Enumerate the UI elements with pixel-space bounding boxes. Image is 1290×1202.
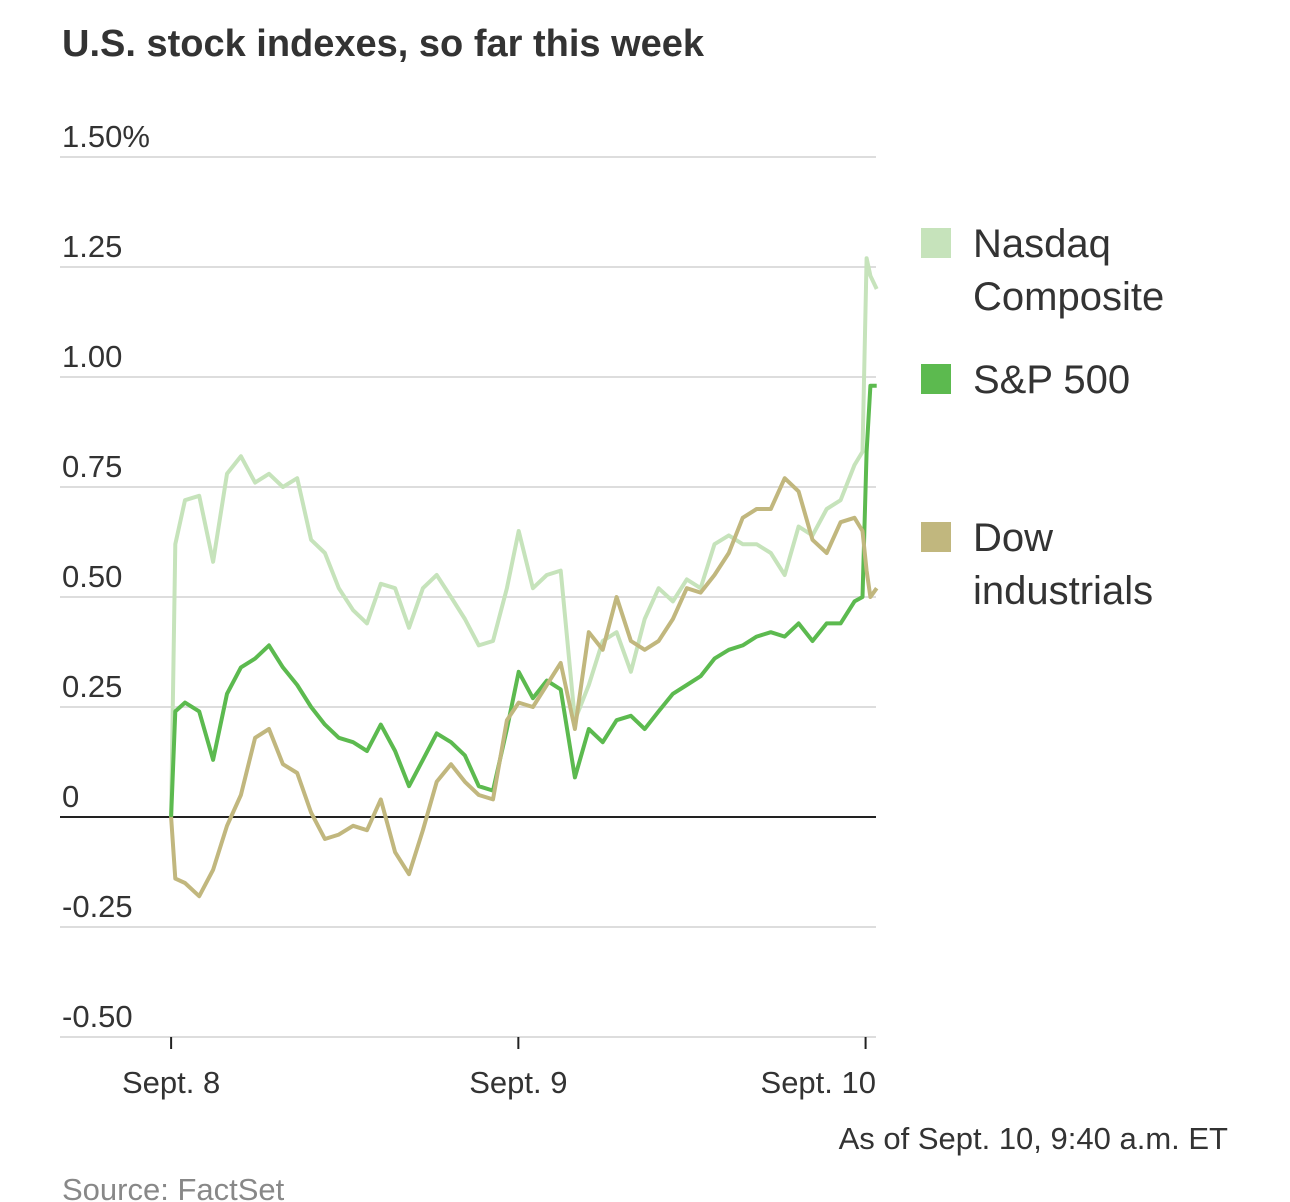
legend-label: Nasdaq Composite <box>973 222 1165 319</box>
y-tick-label: 0.25 <box>62 669 122 704</box>
y-tick-label: 0.75 <box>62 449 122 484</box>
y-tick-label: 1.50% <box>62 119 150 154</box>
series-line <box>169 383 877 818</box>
y-tick-label: -0.25 <box>62 889 133 924</box>
legend-swatch <box>921 522 951 552</box>
chart-title: U.S. stock indexes, so far this week <box>62 23 705 65</box>
series-line <box>169 476 879 899</box>
legend-label: S&P 500 <box>973 358 1131 402</box>
y-tick-label: 0 <box>62 779 79 814</box>
legend-swatch <box>921 364 951 394</box>
x-tick-label: Sept. 9 <box>469 1065 567 1100</box>
y-tick-label: 0.50 <box>62 559 122 594</box>
note: As of Sept. 10, 9:40 a.m. ET <box>839 1121 1228 1156</box>
x-tick-label: Sept. 8 <box>122 1065 220 1100</box>
source: Source: FactSet <box>62 1172 285 1202</box>
series-line <box>169 256 879 818</box>
legend-label: Dow industrials <box>973 516 1154 613</box>
y-tick-label: -0.50 <box>62 999 133 1034</box>
legend-swatch <box>921 228 951 258</box>
y-tick-label: 1.25 <box>62 229 122 264</box>
x-tick-label: Sept. 10 <box>761 1065 876 1100</box>
y-tick-label: 1.00 <box>62 339 122 374</box>
